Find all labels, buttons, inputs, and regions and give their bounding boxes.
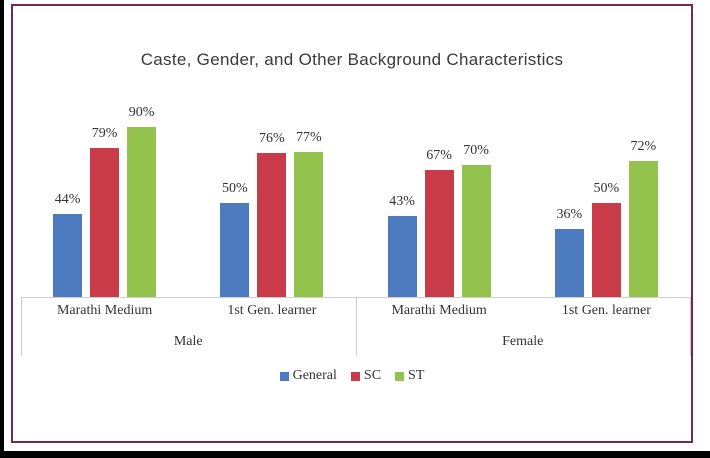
bar-sc-0 bbox=[90, 147, 120, 297]
bar-sc-1 bbox=[257, 153, 287, 297]
bar-value-label: 50% bbox=[593, 180, 620, 196]
bar-value-label: 50% bbox=[222, 180, 248, 196]
slide-page: Caste, Gender, and Other Background Char… bbox=[4, 0, 710, 451]
legend-label: General bbox=[292, 368, 337, 383]
axis-tick-line bbox=[356, 297, 357, 356]
bar-value-label: 72% bbox=[630, 138, 657, 154]
bar-value-label: 44% bbox=[54, 191, 81, 207]
chart-title: Caste, Gender, and Other Background Char… bbox=[140, 50, 564, 69]
bar-st-3 bbox=[628, 160, 658, 297]
slide-border-frame bbox=[11, 4, 693, 443]
bar-st-1 bbox=[294, 151, 324, 297]
legend-label: SC bbox=[363, 368, 382, 383]
bar-value-label: 43% bbox=[389, 193, 415, 209]
legend: General SC ST bbox=[11, 369, 693, 383]
legend-item-sc: SC bbox=[350, 368, 382, 383]
axis-tick-line bbox=[21, 297, 22, 356]
category-label: 1st Gen. learner bbox=[561, 303, 651, 318]
bar-st-0 bbox=[127, 126, 157, 297]
bar-sc-2 bbox=[424, 170, 454, 297]
group-label: Male bbox=[173, 334, 203, 349]
legend-label: ST bbox=[408, 368, 425, 383]
legend-item-st: ST bbox=[395, 369, 424, 383]
bar-sc-3 bbox=[591, 202, 621, 297]
bar-value-label: 67% bbox=[426, 148, 452, 164]
bar-st-2 bbox=[461, 164, 491, 297]
axis-tick-line bbox=[690, 297, 691, 356]
bar-value-label: 70% bbox=[463, 142, 489, 158]
bar-value-label: 76% bbox=[259, 131, 285, 147]
legend-marker-icon bbox=[395, 371, 405, 381]
bar-general-1 bbox=[220, 202, 250, 297]
legend-marker-icon bbox=[279, 371, 289, 381]
legend-item-general: General bbox=[279, 368, 337, 383]
category-label: Marathi Medium bbox=[56, 303, 153, 318]
group-label: Female bbox=[502, 334, 544, 349]
bar-general-2 bbox=[387, 215, 417, 297]
bar-value-label: 36% bbox=[556, 206, 583, 222]
bar-general-0 bbox=[53, 213, 83, 297]
category-label: 1st Gen. learner bbox=[227, 303, 317, 318]
bar-general-3 bbox=[554, 228, 584, 297]
bar-value-label: 77% bbox=[296, 129, 322, 145]
category-axis-line bbox=[21, 297, 690, 298]
category-label: Marathi Medium bbox=[391, 303, 487, 318]
bar-value-label: 90% bbox=[128, 104, 155, 120]
bar-value-label: 79% bbox=[91, 125, 118, 141]
legend-marker-icon bbox=[350, 371, 360, 381]
